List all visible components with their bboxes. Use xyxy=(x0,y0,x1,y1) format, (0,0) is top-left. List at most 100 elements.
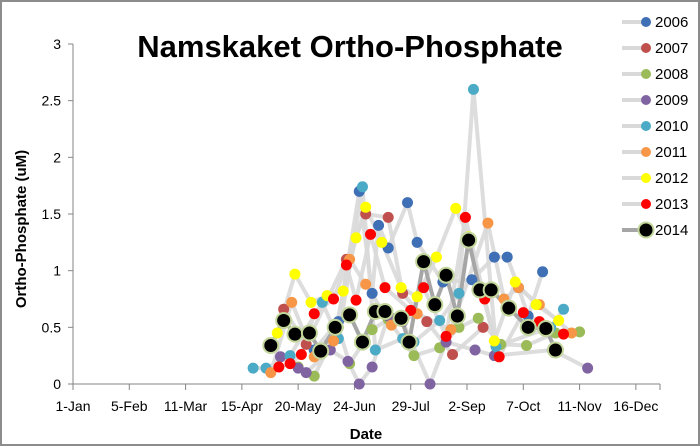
series-line-2013 xyxy=(278,215,565,369)
x-tick-label: 2-Sep xyxy=(448,398,486,414)
data-point-2006 xyxy=(537,266,549,278)
data-point-2013 xyxy=(459,211,471,223)
x-tick-label: 24-Jun xyxy=(333,398,376,414)
data-point-2011 xyxy=(265,367,277,379)
x-tick-label: 11-Nov xyxy=(558,398,602,414)
data-point-2014 xyxy=(437,266,455,284)
data-point-2013 xyxy=(558,328,570,340)
data-point-2013 xyxy=(365,228,377,240)
data-point-2013 xyxy=(340,259,352,271)
data-point-2012 xyxy=(488,335,500,347)
data-point-2013 xyxy=(379,282,391,294)
x-tick-label: 15-Apr xyxy=(221,398,263,414)
data-point-2006 xyxy=(373,219,385,231)
data-point-2014 xyxy=(326,318,344,336)
data-point-2013 xyxy=(440,330,452,342)
y-axis-label: Ortho-Phosphate (uM) xyxy=(13,150,30,308)
data-point-2007 xyxy=(447,349,459,361)
data-point-2012 xyxy=(350,232,362,244)
data-point-2013 xyxy=(493,351,505,363)
legend-marker-2012 xyxy=(641,173,651,183)
data-point-2007 xyxy=(382,211,394,223)
data-point-2010 xyxy=(356,181,368,193)
y-tick-label: 1.5 xyxy=(42,206,62,222)
data-point-2013 xyxy=(405,304,417,316)
data-point-2009 xyxy=(353,378,365,390)
data-point-2006 xyxy=(501,251,513,263)
data-point-2014 xyxy=(376,302,394,320)
data-point-2012 xyxy=(395,282,407,294)
data-point-2014 xyxy=(392,309,410,327)
data-point-2009 xyxy=(424,378,436,390)
data-point-2011 xyxy=(328,335,340,347)
data-point-2009 xyxy=(342,355,354,367)
data-point-2012 xyxy=(430,251,442,263)
data-point-2013 xyxy=(295,349,307,361)
data-point-2009 xyxy=(292,362,304,374)
data-point-2011 xyxy=(286,296,298,308)
data-point-2013 xyxy=(284,358,296,370)
y-tick-label: 1 xyxy=(53,263,61,279)
legend-marker-2009 xyxy=(641,95,651,105)
data-point-2012 xyxy=(305,296,317,308)
x-tick-label: 20-May xyxy=(275,398,322,414)
data-point-2006 xyxy=(411,236,423,248)
data-point-2014 xyxy=(262,336,280,354)
data-point-2010 xyxy=(284,350,296,362)
data-point-2013 xyxy=(517,307,529,319)
data-point-2012 xyxy=(411,291,423,303)
x-tick-label: 11-Mar xyxy=(164,398,208,414)
data-point-2012 xyxy=(271,327,283,339)
data-point-2010 xyxy=(369,344,381,356)
legend-label-2014: 2014 xyxy=(655,222,688,239)
legend-marker-2008 xyxy=(641,69,651,79)
data-point-2014 xyxy=(300,324,318,342)
legend-label-2013: 2013 xyxy=(655,196,688,213)
data-point-2009 xyxy=(274,351,286,363)
legend-label-2012: 2012 xyxy=(655,170,688,187)
data-point-2012 xyxy=(289,268,301,280)
legend-marker-2006 xyxy=(641,17,651,27)
x-tick-label: 5-Feb xyxy=(111,398,148,414)
data-point-2014 xyxy=(537,319,555,337)
legend-marker-2010 xyxy=(641,121,651,131)
data-point-2013 xyxy=(350,294,362,306)
data-point-2014 xyxy=(312,342,330,360)
data-point-2012 xyxy=(376,236,388,248)
data-point-2014 xyxy=(353,333,371,351)
y-tick-label: 2.5 xyxy=(42,93,62,109)
data-point-2008 xyxy=(408,350,420,362)
legend-label-2010: 2010 xyxy=(655,118,688,135)
data-point-2010 xyxy=(558,303,570,315)
data-point-2008 xyxy=(472,312,484,324)
data-point-2012 xyxy=(553,315,565,327)
data-point-2010 xyxy=(434,315,446,327)
data-point-2008 xyxy=(366,324,378,336)
data-point-2013 xyxy=(418,282,430,294)
data-point-2009 xyxy=(366,361,378,373)
data-point-2007 xyxy=(477,321,489,333)
data-point-2014 xyxy=(341,306,359,324)
legend-label-2009: 2009 xyxy=(655,92,688,109)
data-point-2014 xyxy=(500,299,518,317)
data-point-2011 xyxy=(360,278,372,290)
legend-marker-2007 xyxy=(641,43,651,53)
data-point-2007 xyxy=(278,303,290,315)
data-point-2007 xyxy=(300,338,312,350)
data-point-2006 xyxy=(402,197,414,209)
data-point-2012 xyxy=(360,201,372,213)
y-tick-label: 3 xyxy=(53,36,61,52)
legend-marker-2011 xyxy=(641,147,651,157)
chart-title: Namskaket Ortho-Phosphate xyxy=(137,29,563,64)
data-point-2008 xyxy=(521,339,533,351)
x-tick-label: 7-Oct xyxy=(506,398,540,414)
data-point-2012 xyxy=(450,202,462,214)
data-point-2009 xyxy=(469,344,481,356)
data-point-2012 xyxy=(337,285,349,297)
data-point-2014 xyxy=(546,341,564,359)
data-point-2006 xyxy=(488,251,500,263)
legend-marker-2013 xyxy=(641,199,651,209)
x-axis-label: Date xyxy=(350,426,383,443)
